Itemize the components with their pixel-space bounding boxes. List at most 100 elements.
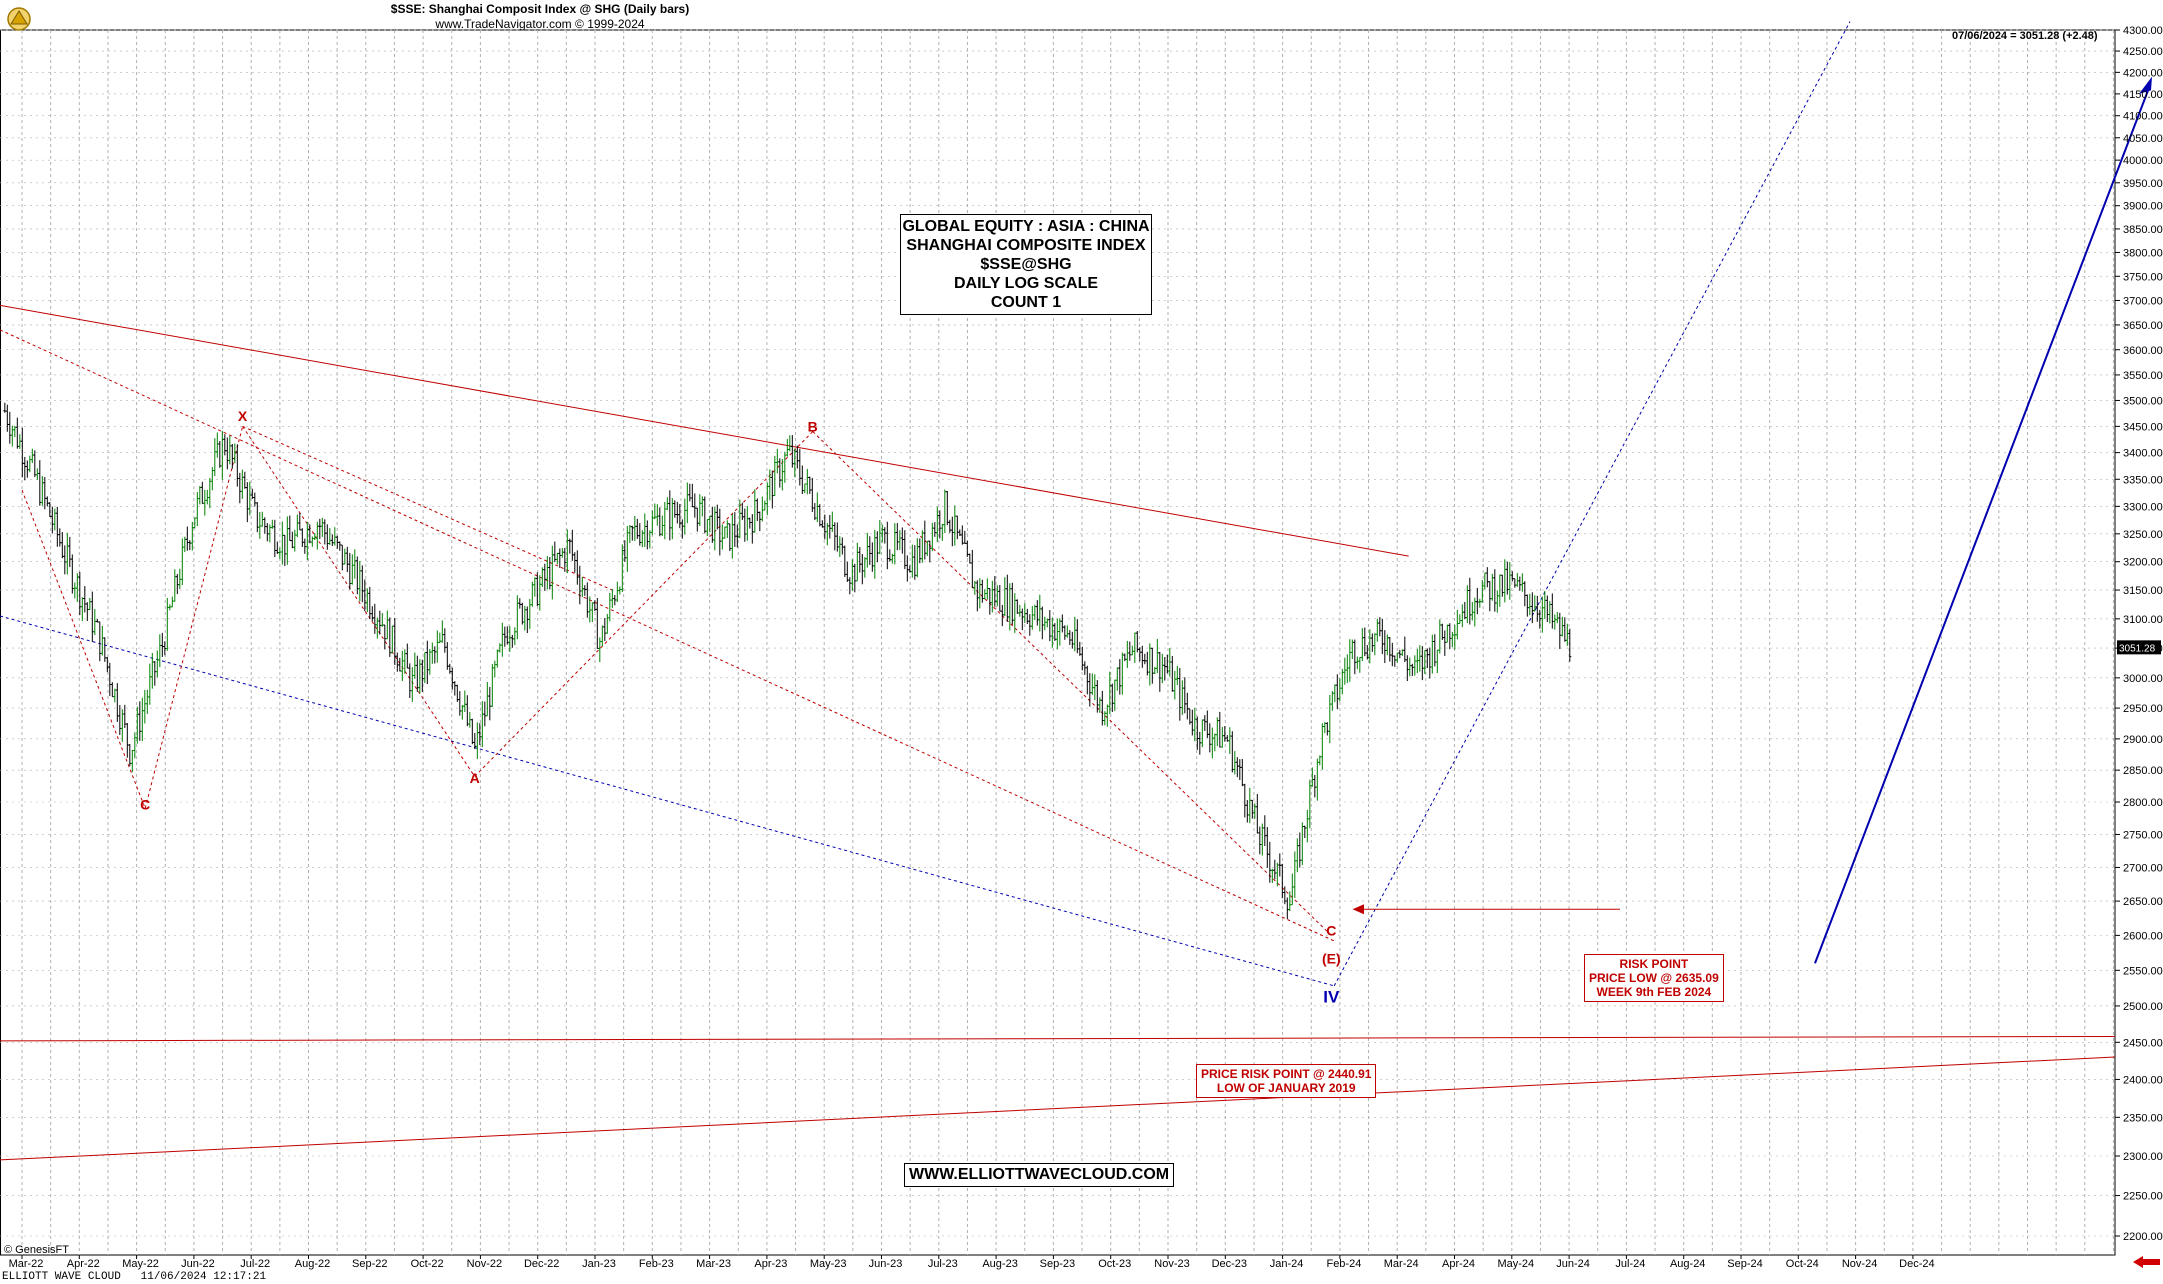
y-tick-label: 2450.00 [2123,1037,2163,1049]
last-value-readout: 07/06/2024 = 3051.28 (+2.48) [1952,30,2098,42]
y-tick-label: 3200.00 [2123,557,2163,569]
risk-line: RISK POINT [1619,957,1689,971]
wave-label: B [808,419,818,435]
wave-zigzag-segment [21,489,146,809]
x-tick-label: Aug-24 [1670,1258,1705,1270]
footer-text: ELLIOTT WAVE CLOUD 11/06/2024 12:17:21 [2,1271,267,1283]
y-tick-label: 4150.00 [2123,89,2163,101]
chart-subtitle: www.TradeNavigator.com © 1999-2024 [435,17,645,31]
wave-zigzag-segment [242,426,476,777]
y-tick-label: 3550.00 [2123,370,2163,382]
y-tick-label: 3450.00 [2123,421,2163,433]
price-risk-line: PRICE RISK POINT @ 2440.91 [1201,1067,1372,1081]
scroll-arrow-icon [2133,1256,2160,1268]
wave-zigzag-segment [812,431,1332,936]
x-tick-label: Oct-24 [1786,1258,1819,1270]
x-tick-label: May-23 [810,1258,847,1270]
wave-zigzag-segment [242,425,613,591]
x-tick-label: Dec-23 [1212,1258,1247,1270]
x-tick-label: Mar-24 [1384,1258,1419,1270]
y-tick-label: 4000.00 [2123,155,2163,167]
x-tick-label: Mar-22 [9,1258,44,1270]
y-tick-label: 3000.00 [2123,673,2163,685]
x-tick-label: Jan-24 [1270,1258,1304,1270]
y-tick-label: 3350.00 [2123,474,2163,486]
website-label: WWW.ELLIOTTWAVECLOUD.COM [904,1163,1175,1187]
lower-trend-line [0,1056,2116,1161]
x-tick-label: Oct-22 [411,1258,444,1270]
y-axis: 2200.00 2250.00 2300.00 2350.00 2400.00 2450.… [2115,25,2163,1243]
chart-title: $SSE: Shanghai Composit Index @ SHG (Dai… [390,2,690,16]
y-tick-label: 2750.00 [2123,829,2163,841]
y-tick-label: 4200.00 [2123,67,2163,79]
wave-zigzag-segment [474,431,814,777]
blue-dotted-channel [0,615,1335,987]
x-tick-label: Sep-23 [1040,1258,1075,1270]
info-box: GLOBAL EQUITY : ASIA : CHINA SHANGHAI CO… [900,214,1152,315]
logo-icon [7,7,31,31]
x-tick-label: Jul-22 [240,1258,270,1270]
x-tick-label: Dec-22 [524,1258,559,1270]
last-close-label: 3051.28 [2119,643,2156,654]
risk-line: WEEK 9th FEB 2024 [1596,985,1712,999]
info-line: GLOBAL EQUITY : ASIA : CHINA [902,218,1150,235]
wave-label: C [140,797,150,813]
risk-line: PRICE LOW @ 2635.09 [1589,971,1719,985]
x-tick-label: Sep-22 [352,1258,387,1270]
y-tick-label: 3500.00 [2123,395,2163,407]
y-tick-label: 4050.00 [2123,133,2163,145]
upper-trend-line [0,304,1409,557]
y-tick-label: 3750.00 [2123,271,2163,283]
red-dotted-channel [0,329,1335,942]
x-tick-label: Jul-24 [1615,1258,1645,1270]
wave-label: A [470,770,480,786]
price-risk-line: LOW OF JANUARY 2019 [1216,1081,1356,1095]
x-tick-label: Dec-24 [1899,1258,1934,1270]
y-tick-label: 3400.00 [2123,448,2163,460]
x-tick-label: May-24 [1497,1258,1534,1270]
x-tick-label: Jun-24 [1556,1258,1590,1270]
y-tick-label: 2400.00 [2123,1074,2163,1086]
x-tick-label: Aug-23 [982,1258,1017,1270]
y-tick-label: 2950.00 [2123,703,2163,715]
price-risk-box: PRICE RISK POINT @ 2440.91 LOW OF JANUAR… [1196,1064,1377,1098]
wave-labels: C X A B C (E) IV [140,408,1341,1006]
trend-lines [0,21,2152,1161]
risk-pointer-arrowhead [1352,904,1364,915]
y-tick-label: 3800.00 [2123,247,2163,259]
info-line: $SSE@SHG [980,256,1072,273]
y-tick-label: 2800.00 [2123,797,2163,809]
y-tick-label: 2250.00 [2123,1191,2163,1203]
copyright-label: © GenesisFT [4,1244,69,1256]
x-tick-label: Jul-23 [928,1258,958,1270]
wave-label: IV [1323,987,1340,1006]
x-tick-label: Mar-23 [696,1258,731,1270]
y-tick-label: 3900.00 [2123,201,2163,213]
x-tick-label: Feb-23 [639,1258,674,1270]
x-tick-label: Jun-23 [869,1258,903,1270]
y-tick-label: 4250.00 [2123,46,2163,58]
y-tick-label: 3600.00 [2123,345,2163,357]
x-tick-label: Apr-23 [754,1258,787,1270]
x-tick-label: Jan-23 [582,1258,616,1270]
y-tick-label: 4100.00 [2123,111,2163,123]
chart-grid [0,29,2116,1256]
y-tick-label: 3250.00 [2123,529,2163,541]
blue-dotted-projection [1333,21,1851,987]
y-tick-label: 3650.00 [2123,320,2163,332]
blue-projection-line [1814,84,2151,964]
y-tick-label: 2500.00 [2123,1001,2163,1013]
x-tick-label: Nov-24 [1842,1258,1877,1270]
y-tick-label: 2850.00 [2123,765,2163,777]
y-tick-label: 2600.00 [2123,930,2163,942]
y-tick-label: 3700.00 [2123,295,2163,307]
y-tick-label: 2900.00 [2123,734,2163,746]
y-tick-label: 3950.00 [2123,178,2163,190]
x-tick-label: Sep-24 [1727,1258,1762,1270]
y-tick-label: 4300.00 [2123,25,2163,37]
x-tick-label: Nov-23 [1154,1258,1189,1270]
x-tick-label: Apr-24 [1442,1258,1475,1270]
y-tick-label: 2700.00 [2123,862,2163,874]
risk-level-line [0,1035,2116,1042]
